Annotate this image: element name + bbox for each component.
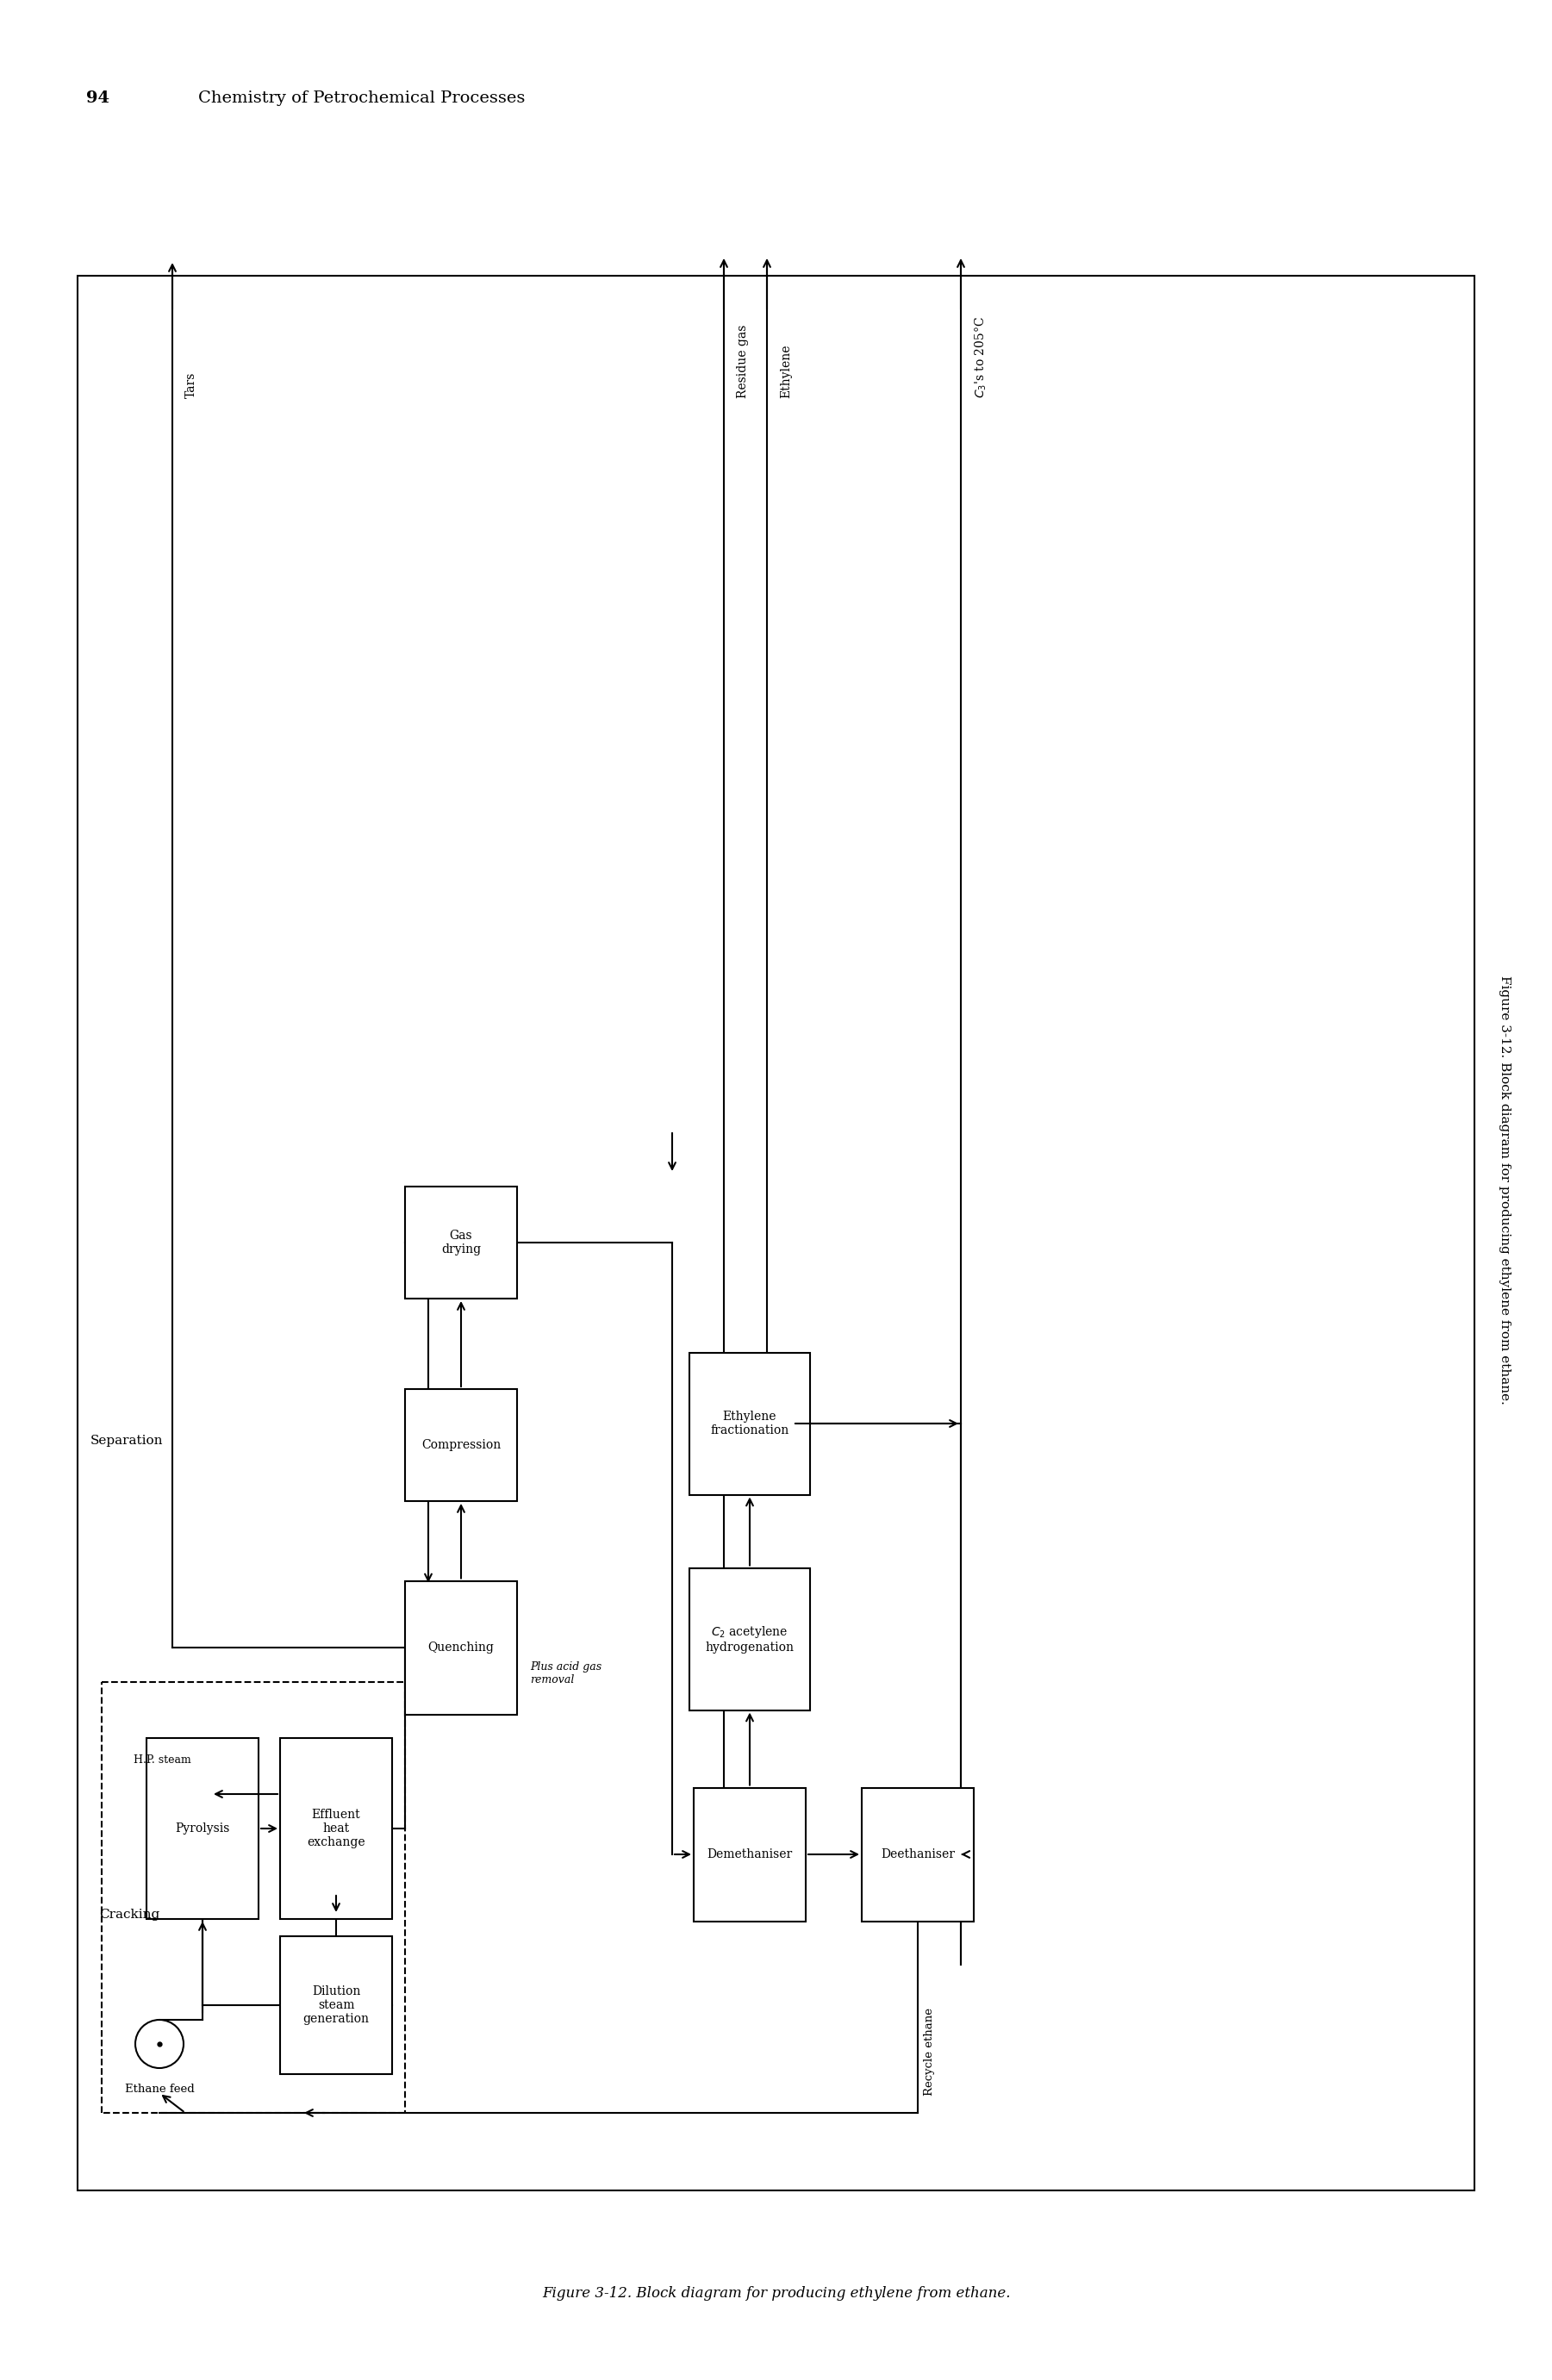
Bar [694, 1787, 805, 1921]
Bar [405, 1188, 517, 1299]
Circle shape [135, 2021, 183, 2068]
Text: Gas
drying: Gas drying [441, 1230, 481, 1257]
Bar [689, 1568, 810, 1711]
Bar [861, 1787, 973, 1921]
Text: $C_2$ acetylene
hydrogenation: $C_2$ acetylene hydrogenation [705, 1623, 795, 1654]
Text: Figure 3-12. Block diagram for producing ethylene from ethane.: Figure 3-12. Block diagram for producing… [542, 2287, 1010, 2301]
Bar [78, 276, 1474, 2190]
Bar [146, 1737, 259, 1918]
Text: Quenching: Quenching [428, 1642, 494, 1654]
Bar [279, 1737, 393, 1918]
Text: Pyrolysis: Pyrolysis [175, 1823, 230, 1835]
Text: Effluent
heat
exchange: Effluent heat exchange [307, 1809, 365, 1849]
Bar [279, 1937, 393, 2073]
Text: Dilution
steam
generation: Dilution steam generation [303, 1985, 369, 2025]
Text: Ethylene
fractionation: Ethylene fractionation [711, 1411, 788, 1438]
Text: Demethaniser: Demethaniser [708, 1849, 793, 1861]
Text: Figure 3-12. Block diagram for producing ethylene from ethane.: Figure 3-12. Block diagram for producing… [1499, 976, 1510, 1404]
Bar [405, 1580, 517, 1714]
Text: H.P. steam: H.P. steam [133, 1754, 191, 1766]
Text: 94: 94 [87, 90, 110, 107]
Text: Cracking: Cracking [99, 1909, 160, 1921]
Text: Chemistry of Petrochemical Processes: Chemistry of Petrochemical Processes [199, 90, 525, 107]
Text: Residue gas: Residue gas [737, 324, 750, 397]
Text: Ethane feed: Ethane feed [124, 2082, 194, 2094]
Text: Separation: Separation [90, 1435, 163, 1447]
Text: $C_3$'s to 205°C: $C_3$'s to 205°C [973, 317, 989, 397]
Bar [405, 1390, 517, 1502]
Bar [689, 1352, 810, 1495]
Text: Ethylene: Ethylene [779, 345, 792, 397]
Text: Plus acid gas
removal: Plus acid gas removal [529, 1661, 602, 1685]
Text: Deethaniser: Deethaniser [880, 1849, 954, 1861]
Text: Recycle ethane: Recycle ethane [923, 2009, 934, 2097]
Text: Tars: Tars [185, 371, 197, 397]
Text: Compression: Compression [421, 1440, 501, 1452]
